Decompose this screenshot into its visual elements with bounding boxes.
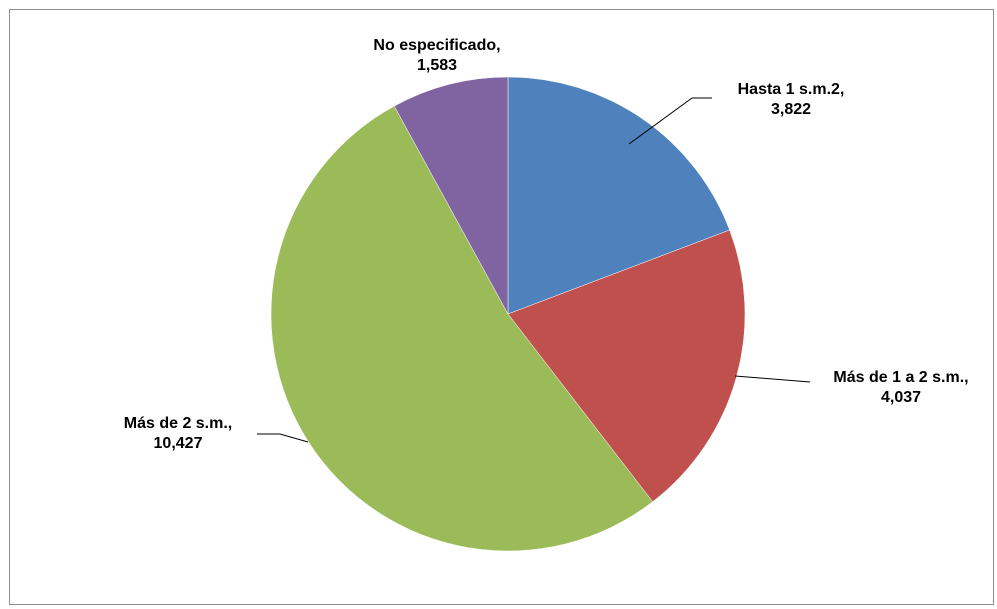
data-label-value: 3,822 (770, 101, 812, 118)
leader-lines (257, 97, 811, 443)
leader-line-0 (628, 97, 712, 145)
data-label-value: 1,583 (416, 57, 458, 74)
leader-line-2 (257, 433, 309, 443)
data-label-mas-de-2: Más de 2 s.m., 10,427 (98, 414, 258, 454)
data-label-name: Más de 2 s.m., (123, 415, 233, 432)
pie-slice-3 (393, 76, 509, 315)
data-label-mas-1-a-2: Más de 1 a 2 s.m., 4,037 (812, 368, 990, 408)
data-label-name: No especificado, (373, 37, 501, 54)
pie-slices (270, 76, 746, 552)
data-label-name: Hasta 1 s.m.2, (737, 81, 845, 98)
leader-line-1 (734, 375, 811, 383)
pie-slice-2 (270, 105, 653, 552)
data-label-value: 4,037 (880, 389, 922, 406)
data-label-hasta-1: Hasta 1 s.m.2, 3,822 (721, 80, 861, 120)
pie-slice-0 (507, 76, 730, 315)
data-label-no-especificado: No especificado, 1,583 (352, 36, 522, 76)
data-label-value: 10,427 (153, 435, 203, 452)
data-label-name: Más de 1 a 2 s.m., (833, 369, 969, 386)
pie-slice-1 (507, 229, 746, 503)
